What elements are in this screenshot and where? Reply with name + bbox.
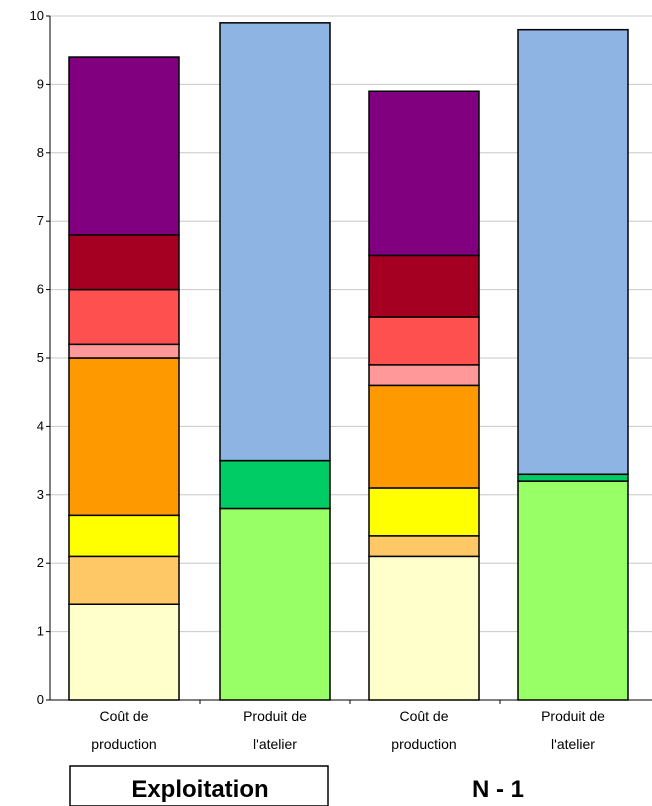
bars xyxy=(68,22,629,701)
y-tick-label: 9 xyxy=(37,76,44,91)
category-label: production xyxy=(391,736,456,752)
category-label: Coût de xyxy=(99,708,148,724)
category-label: Coût de xyxy=(399,708,448,724)
bar-segment xyxy=(68,56,180,236)
bar-segment xyxy=(68,603,180,701)
y-tick-label: 3 xyxy=(37,487,44,502)
category-label: Produit de xyxy=(541,708,605,724)
bar-segment xyxy=(517,480,629,701)
bar-segment xyxy=(68,234,180,291)
group-label-box xyxy=(69,765,329,806)
bar-segment xyxy=(368,535,480,558)
bar-segment xyxy=(68,288,180,346)
category-label: l'atelier xyxy=(253,736,297,752)
bar-segment xyxy=(68,343,180,359)
group-label: Exploitation xyxy=(131,776,268,803)
bar-segment xyxy=(219,459,331,510)
bar-segment xyxy=(368,555,480,701)
bar-segment xyxy=(517,28,629,476)
y-tick-label: 4 xyxy=(37,418,44,433)
bar-stack xyxy=(68,56,180,701)
y-tick-label: 10 xyxy=(30,8,44,23)
axes: 0 1 2 3 4 5 6 7 8 9 10 xyxy=(30,8,652,707)
bar-stack xyxy=(219,22,331,701)
bar-segment xyxy=(368,487,480,537)
bar-segment xyxy=(368,364,480,387)
bar-segment xyxy=(68,514,180,558)
category-label: Produit de xyxy=(243,708,307,724)
bar-segment xyxy=(68,357,180,517)
bar-segment xyxy=(368,90,480,257)
y-tick-label: 5 xyxy=(37,350,44,365)
group-label: N - 1 xyxy=(472,776,524,803)
bar-stack xyxy=(517,28,629,701)
labels: Coût de production Produit de l'atelier Coût… xyxy=(69,708,605,806)
bar-segment xyxy=(368,384,480,489)
bar-segment xyxy=(368,254,480,318)
bar-stack xyxy=(368,90,480,701)
category-label: l'atelier xyxy=(551,736,595,752)
bar-segment xyxy=(517,473,629,482)
bar-segment xyxy=(219,22,331,462)
bar-segment xyxy=(68,555,180,605)
category-label: production xyxy=(91,736,156,752)
bar-segment xyxy=(368,316,480,366)
y-tick-label: 6 xyxy=(37,282,44,297)
y-tick-label: 8 xyxy=(37,145,44,160)
y-tick-label: 0 xyxy=(37,692,44,707)
bar-segment xyxy=(219,507,331,701)
y-tick-label: 2 xyxy=(37,555,44,570)
y-tick-label: 1 xyxy=(37,624,44,639)
y-tick-label: 7 xyxy=(37,213,44,228)
